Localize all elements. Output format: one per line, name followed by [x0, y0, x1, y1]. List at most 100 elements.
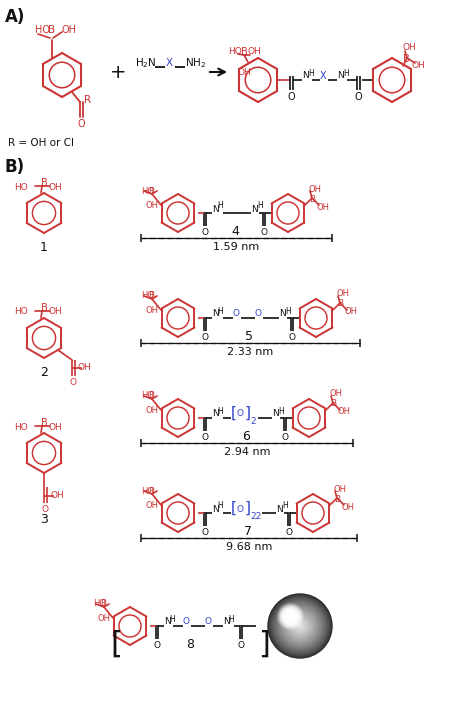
Text: X: X — [320, 71, 327, 81]
Circle shape — [286, 612, 314, 640]
Text: B: B — [148, 292, 154, 301]
Text: B: B — [100, 599, 106, 609]
Text: H: H — [282, 501, 288, 510]
Circle shape — [282, 608, 318, 645]
Text: B: B — [41, 418, 47, 428]
Text: B: B — [41, 178, 47, 188]
Text: OH: OH — [412, 61, 426, 69]
Text: O: O — [183, 618, 190, 626]
Text: O: O — [201, 333, 209, 342]
Circle shape — [275, 602, 325, 651]
Text: O: O — [285, 528, 292, 537]
Circle shape — [281, 606, 319, 645]
Circle shape — [294, 620, 306, 632]
Text: H: H — [228, 614, 234, 623]
Circle shape — [278, 604, 321, 647]
Text: OH: OH — [49, 422, 63, 431]
Text: O: O — [201, 433, 209, 442]
Circle shape — [282, 608, 299, 625]
Text: O: O — [289, 333, 295, 342]
Text: B: B — [148, 486, 154, 496]
Text: ]: ] — [245, 501, 251, 515]
Text: 2: 2 — [250, 417, 255, 426]
Circle shape — [283, 610, 316, 642]
Text: O: O — [354, 92, 362, 102]
Circle shape — [284, 610, 316, 642]
Circle shape — [299, 625, 301, 628]
Circle shape — [287, 614, 293, 619]
Text: OH: OH — [345, 308, 358, 316]
Text: 2.33 nm: 2.33 nm — [228, 347, 273, 357]
Text: [: [ — [231, 501, 237, 515]
Text: O: O — [237, 641, 245, 650]
Text: O: O — [233, 309, 240, 318]
Text: OH: OH — [338, 407, 351, 417]
Text: OH: OH — [78, 362, 92, 371]
Text: N: N — [337, 71, 344, 80]
Text: HO: HO — [14, 308, 28, 316]
Text: H: H — [217, 501, 223, 510]
Circle shape — [283, 609, 317, 643]
Text: OH: OH — [403, 44, 417, 52]
Text: O: O — [282, 433, 289, 442]
Text: [: [ — [110, 630, 122, 659]
Circle shape — [286, 612, 295, 621]
Text: H: H — [285, 306, 291, 316]
Text: 5: 5 — [245, 330, 253, 343]
Text: H: H — [217, 306, 223, 316]
Circle shape — [279, 605, 321, 647]
Text: N: N — [223, 618, 230, 626]
Text: OH: OH — [146, 406, 158, 415]
Text: 22: 22 — [250, 512, 261, 521]
Text: 8: 8 — [186, 638, 194, 651]
Text: O: O — [42, 505, 48, 514]
Text: OH: OH — [237, 68, 251, 77]
Text: 1.59 nm: 1.59 nm — [213, 242, 260, 252]
Text: N: N — [276, 505, 283, 513]
Text: HO: HO — [141, 392, 154, 400]
Circle shape — [283, 609, 318, 644]
Circle shape — [285, 611, 296, 622]
Text: H: H — [278, 407, 284, 416]
Text: HO: HO — [141, 186, 154, 196]
Circle shape — [298, 624, 302, 628]
Circle shape — [296, 622, 304, 630]
Circle shape — [290, 616, 310, 636]
Text: OH: OH — [248, 47, 262, 56]
Text: N: N — [302, 71, 309, 80]
Text: N: N — [212, 505, 219, 513]
Text: O: O — [77, 119, 85, 129]
Text: H: H — [217, 407, 223, 416]
Text: HO: HO — [14, 182, 28, 191]
Text: OH: OH — [309, 184, 322, 193]
Text: N: N — [212, 205, 219, 213]
Text: B): B) — [5, 158, 25, 176]
Circle shape — [268, 594, 332, 658]
Text: O: O — [154, 641, 161, 650]
Text: H$_2$N: H$_2$N — [135, 56, 156, 70]
Circle shape — [281, 607, 300, 626]
Circle shape — [271, 597, 329, 655]
Circle shape — [290, 616, 291, 617]
Text: R = OH or Cl: R = OH or Cl — [8, 138, 74, 148]
Circle shape — [269, 594, 331, 657]
Circle shape — [293, 619, 307, 633]
Text: 2.94 nm: 2.94 nm — [224, 447, 270, 457]
Circle shape — [276, 602, 324, 650]
Text: [: [ — [231, 405, 237, 421]
Circle shape — [278, 604, 322, 648]
Circle shape — [289, 615, 292, 618]
Circle shape — [295, 621, 305, 631]
Text: HO: HO — [35, 25, 50, 35]
Circle shape — [293, 619, 307, 633]
Text: 7: 7 — [244, 525, 252, 538]
Text: OH: OH — [330, 390, 343, 398]
Text: +: + — [110, 63, 126, 81]
Text: A): A) — [5, 8, 26, 26]
Text: O: O — [287, 92, 295, 102]
Circle shape — [277, 603, 323, 649]
Text: B: B — [403, 54, 410, 64]
Text: B: B — [148, 186, 154, 196]
Text: O: O — [261, 228, 267, 237]
Text: 4: 4 — [270, 632, 277, 642]
